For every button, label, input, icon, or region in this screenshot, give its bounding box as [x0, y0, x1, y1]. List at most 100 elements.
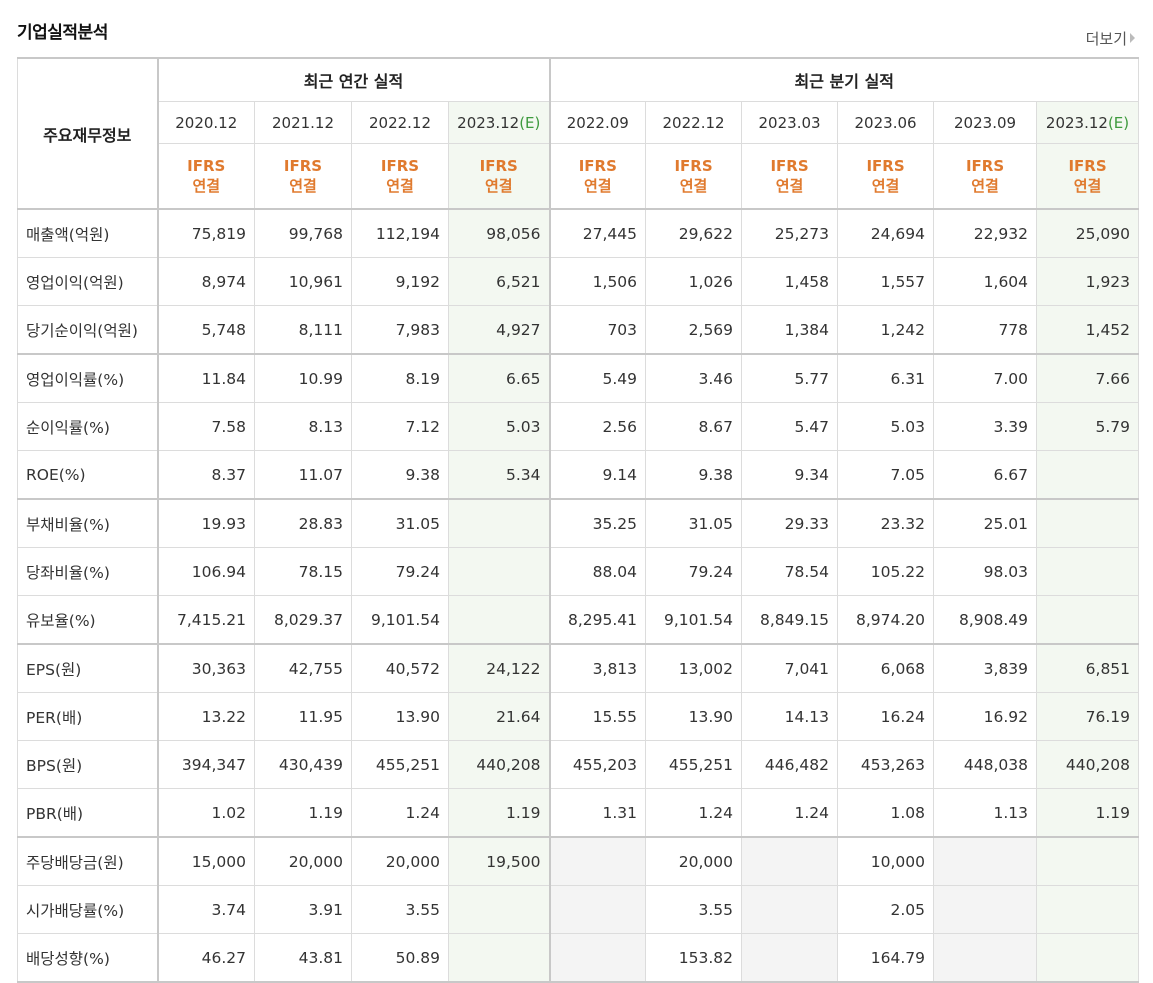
quarter-group-header: 최근 분기 실적 [548, 57, 1140, 102]
value-cell: 440,208 [1036, 740, 1140, 789]
basis-header: IFRS 연결 [351, 143, 449, 210]
value-cell: 8,849.15 [741, 595, 839, 645]
value-cell [447, 595, 551, 645]
row-label: 영업이익(억원) [17, 257, 159, 306]
value-cell: 448,038 [933, 740, 1038, 789]
value-cell: 1,242 [837, 305, 935, 355]
value-cell: 8.19 [351, 353, 449, 403]
value-cell: 24,122 [447, 643, 551, 693]
value-cell: 2.05 [837, 885, 935, 934]
value-cell: 31.05 [645, 498, 743, 548]
value-cell: 29.33 [741, 498, 839, 548]
value-cell: 6,068 [837, 643, 935, 693]
value-cell [447, 498, 551, 548]
basis-header: IFRS 연결 [548, 143, 647, 210]
value-cell: 3.39 [933, 402, 1038, 451]
value-cell: 5.03 [447, 402, 551, 451]
period-label: 2023.06 [854, 113, 917, 132]
value-cell: 13.90 [351, 692, 449, 741]
basis-ifrs: IFRS [674, 157, 713, 175]
value-cell: 30,363 [157, 643, 255, 693]
value-cell: 78.54 [741, 547, 839, 596]
value-cell: 446,482 [741, 740, 839, 789]
value-cell: 75,819 [157, 208, 255, 258]
value-cell: 10,961 [254, 257, 352, 306]
more-link[interactable]: 더보기 [1086, 28, 1135, 49]
value-cell: 14.13 [741, 692, 839, 741]
value-cell: 6.65 [447, 353, 551, 403]
value-cell: 106.94 [157, 547, 255, 596]
value-cell: 25,273 [741, 208, 839, 258]
period-label: 2022.12 [368, 113, 432, 132]
value-cell: 440,208 [447, 740, 551, 789]
basis-header: IFRS 연결 [741, 143, 839, 210]
corner-header: 주요재무정보 [17, 57, 159, 210]
annual-group-header: 최근 연간 실적 [156, 57, 551, 102]
table-row: PER(배) 13.22 11.95 13.90 21.64 15.55 13.90 14.1… [17, 692, 1140, 741]
value-cell: 112,194 [351, 208, 449, 258]
value-cell: 1.02 [157, 788, 255, 838]
value-cell: 31.05 [351, 498, 449, 548]
value-cell: 9.34 [741, 450, 839, 500]
value-cell [1036, 933, 1140, 983]
table-row: 매출액(억원) 75,819 99,768 112,194 98,056 27,445 29… [17, 208, 1140, 258]
value-cell: 13,002 [645, 643, 743, 693]
row-label: 매출액(억원) [17, 208, 159, 258]
basis-header: IFRS 연결 [157, 143, 255, 210]
section-title: 기업실적분석 [17, 23, 108, 43]
basis-ifrs: IFRS [283, 157, 323, 175]
value-cell: 1.19 [447, 788, 551, 838]
value-cell: 5.79 [1036, 402, 1140, 451]
value-cell [548, 836, 647, 886]
value-cell: 23.32 [837, 498, 935, 548]
value-cell: 164.79 [837, 933, 935, 983]
row-label: PER(배) [17, 692, 159, 741]
value-cell [933, 836, 1038, 886]
value-cell: 8,111 [254, 305, 352, 355]
basis-ifrs: IFRS [1068, 157, 1107, 175]
value-cell: 1.19 [254, 788, 352, 838]
value-cell: 35.25 [548, 498, 647, 548]
value-cell: 1,557 [837, 257, 935, 306]
value-cell [1036, 498, 1140, 548]
value-cell: 8,908.49 [933, 595, 1038, 645]
value-cell: 394,347 [157, 740, 255, 789]
basis-ifrs: IFRS [770, 157, 809, 175]
value-cell: 1,026 [645, 257, 743, 306]
value-cell: 2.56 [548, 402, 647, 451]
period-header: 2023.12(E) [447, 101, 551, 144]
value-cell: 15.55 [548, 692, 647, 741]
value-cell: 7,041 [741, 643, 839, 693]
value-cell: 1,506 [548, 257, 647, 306]
value-cell: 7.05 [837, 450, 935, 500]
value-cell: 16.24 [837, 692, 935, 741]
value-cell: 50.89 [351, 933, 449, 983]
more-label: 더보기 [1085, 30, 1127, 48]
period-header: 2023.03 [741, 101, 839, 144]
value-cell: 7.00 [933, 353, 1038, 403]
value-cell: 76.19 [1036, 692, 1140, 741]
value-cell [548, 933, 647, 983]
value-cell: 430,439 [254, 740, 352, 789]
table-row: 배당성향(%) 46.27 43.81 50.89 153.82 164.79 [17, 933, 1140, 983]
row-label: 시가배당률(%) [17, 885, 159, 934]
value-cell: 3,813 [548, 643, 647, 693]
value-cell [1036, 450, 1140, 500]
value-cell: 8.37 [157, 450, 255, 500]
value-cell: 5.77 [741, 353, 839, 403]
value-cell: 6.31 [837, 353, 935, 403]
value-cell: 1,923 [1036, 257, 1140, 306]
value-cell: 7.66 [1036, 353, 1140, 403]
value-cell [1036, 885, 1140, 934]
value-cell: 24,694 [837, 208, 935, 258]
value-cell: 21.64 [447, 692, 551, 741]
value-cell: 8,295.41 [548, 595, 647, 645]
value-cell [1036, 595, 1140, 645]
table-row: 영업이익(억원) 8,974 10,961 9,192 6,521 1,506 1,026 1… [17, 257, 1140, 306]
value-cell: 25,090 [1036, 208, 1140, 258]
period-label: 2020.12 [175, 113, 238, 132]
basis-consolidated: 연결 [484, 177, 513, 195]
value-cell: 5.03 [837, 402, 935, 451]
row-label: 순이익률(%) [17, 402, 159, 451]
value-cell: 13.22 [157, 692, 255, 741]
